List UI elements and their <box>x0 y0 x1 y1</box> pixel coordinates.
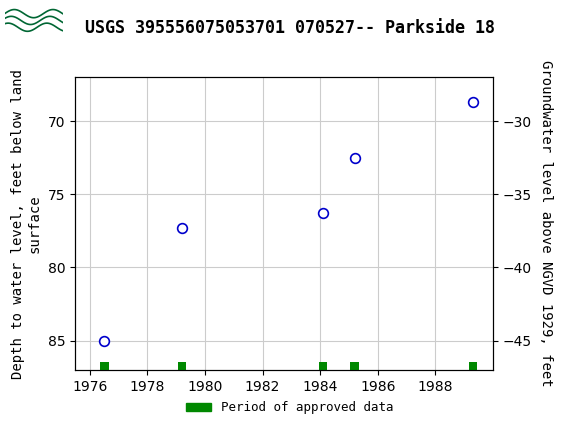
Y-axis label: Groundwater level above NGVD 1929, feet: Groundwater level above NGVD 1929, feet <box>539 60 553 387</box>
Y-axis label: Depth to water level, feet below land
surface: Depth to water level, feet below land su… <box>11 69 41 378</box>
Legend: Period of approved data: Period of approved data <box>181 396 399 419</box>
Bar <box>319 362 327 370</box>
Text: USGS 395556075053701 070527-- Parkside 18: USGS 395556075053701 070527-- Parkside 1… <box>85 19 495 37</box>
Text: USGS: USGS <box>75 11 122 30</box>
Bar <box>350 362 359 370</box>
Bar <box>100 362 108 370</box>
Bar <box>177 362 186 370</box>
Bar <box>469 362 477 370</box>
